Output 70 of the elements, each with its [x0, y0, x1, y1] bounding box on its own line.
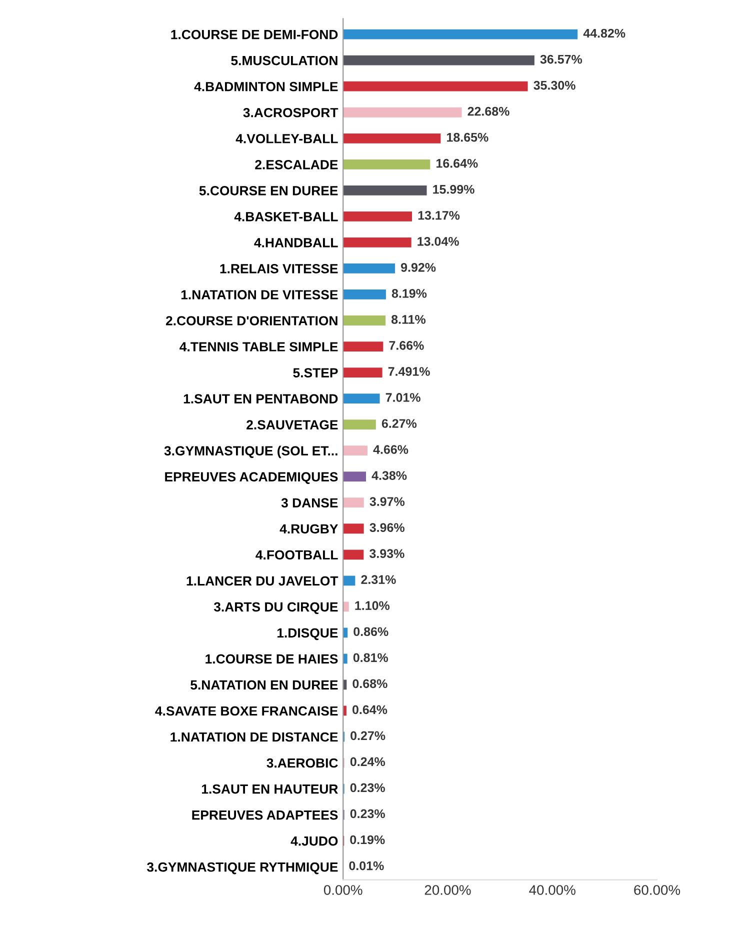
- y-tick-label: 1.SAUT EN HAUTEUR: [202, 784, 338, 794]
- data-label: 3.97%: [370, 497, 405, 506]
- data-label: 8.19%: [392, 288, 427, 298]
- data-label: 18.65%: [447, 132, 488, 142]
- data-label: 0.19%: [350, 835, 385, 844]
- y-tick-label: 3.GYMNASTIQUE (SOL ET...: [164, 446, 338, 458]
- data-label: 36.57%: [540, 54, 582, 64]
- data-label: 6.27%: [382, 419, 417, 428]
- data-label: 13.17%: [418, 210, 460, 220]
- data-label: 3.93%: [370, 549, 404, 558]
- y-tick-label: 3.ARTS DU CIRQUE: [214, 602, 338, 614]
- y-tick-label: 4.SAVATE BOXE FRANCAISE: [155, 706, 338, 716]
- y-tick-label: 2.COURSE D'ORIENTATION: [166, 316, 338, 326]
- y-tick-label: 1.RELAIS VITESSE: [220, 264, 338, 274]
- y-tick-label: 4.VOLLEY-BALL: [236, 134, 338, 144]
- data-label: 7.66%: [389, 341, 424, 350]
- x-tick-label: 40.00%: [529, 885, 576, 895]
- data-label: 35.30%: [534, 80, 576, 90]
- data-label: 0.23%: [350, 783, 385, 792]
- data-label: 4.38%: [372, 471, 407, 480]
- data-label: 0.64%: [352, 705, 388, 714]
- data-label: 22.68%: [468, 106, 510, 116]
- x-tick-label: 20.00%: [424, 885, 471, 895]
- data-label: 4.66%: [373, 445, 408, 454]
- y-tick-label: 4.BADMINTON SIMPLE: [194, 82, 338, 92]
- y-tick-label: 3.AEROBIC: [266, 758, 338, 768]
- data-label: 8.11%: [391, 315, 426, 324]
- y-tick-label: 4.BASKET-BALL: [234, 212, 338, 222]
- y-tick-label: 4.FOOTBALL: [256, 550, 338, 560]
- y-tick-label: 1.NATATION DE DISTANCE: [170, 732, 338, 742]
- y-tick-label: 5.COURSE EN DUREE: [199, 186, 338, 196]
- data-label: 13.04%: [418, 236, 459, 246]
- y-tick-label: 4.TENNIS TABLE SIMPLE: [180, 342, 338, 352]
- data-label: 0.27%: [350, 731, 386, 740]
- data-label: 1.10%: [355, 601, 390, 610]
- y-tick-label: 2.SAUVETAGE: [246, 420, 338, 430]
- y-tick-label: 1.NATATION DE VITESSE: [181, 290, 338, 300]
- y-tick-label: 1.COURSE DE DEMI-FOND: [171, 30, 338, 40]
- data-label: 0.23%: [350, 809, 385, 818]
- x-tick-label: 60.00%: [634, 885, 680, 895]
- data-label: 16.64%: [436, 158, 478, 168]
- y-tick-label: 5.MUSCULATION: [231, 56, 338, 66]
- y-tick-label: 4.RUGBY: [280, 524, 338, 534]
- y-tick-label: 3.GYMNASTIQUE RYTHMIQUE: [146, 862, 338, 874]
- y-tick-label: 5.NATATION EN DUREE: [190, 680, 338, 690]
- y-tick-label: 3 DANSE: [281, 498, 338, 508]
- data-label: 44.82%: [583, 28, 626, 38]
- y-tick-label: 4.JUDO: [290, 836, 338, 846]
- y-tick-label: EPREUVES ACADEMIQUES: [165, 472, 338, 484]
- data-label: 0.81%: [353, 653, 388, 662]
- data-label: 0.86%: [354, 627, 388, 636]
- data-label: 9.92%: [400, 262, 436, 272]
- y-tick-label: EPREUVES ADAPTEES: [192, 810, 338, 820]
- y-tick-label: 1.SAUT EN PENTABOND: [184, 394, 338, 404]
- data-label: 7.491%: [388, 367, 430, 376]
- y-tick-label: 4.HANDBALL: [254, 238, 338, 248]
- y-tick-label: 3.ACROSPORT: [243, 108, 338, 118]
- x-tick-label: 0.00%: [324, 885, 362, 895]
- data-label: 7.01%: [386, 393, 420, 402]
- y-tick-label: 1.LANCER DU JAVELOT: [186, 576, 338, 586]
- data-label: 15.99%: [433, 184, 474, 194]
- y-tick-label: 1.COURSE DE HAIES: [206, 654, 338, 664]
- y-tick-label: 5.STEP: [293, 368, 338, 378]
- data-label: 0.24%: [350, 757, 386, 766]
- data-label: 0.68%: [352, 679, 388, 688]
- data-label: 0.01%: [349, 861, 384, 870]
- data-label: 3.96%: [370, 523, 404, 532]
- y-tick-label: 2.ESCALADE: [255, 160, 338, 170]
- y-tick-label: 1.DISQUE: [277, 628, 338, 640]
- data-label: 2.31%: [361, 575, 396, 584]
